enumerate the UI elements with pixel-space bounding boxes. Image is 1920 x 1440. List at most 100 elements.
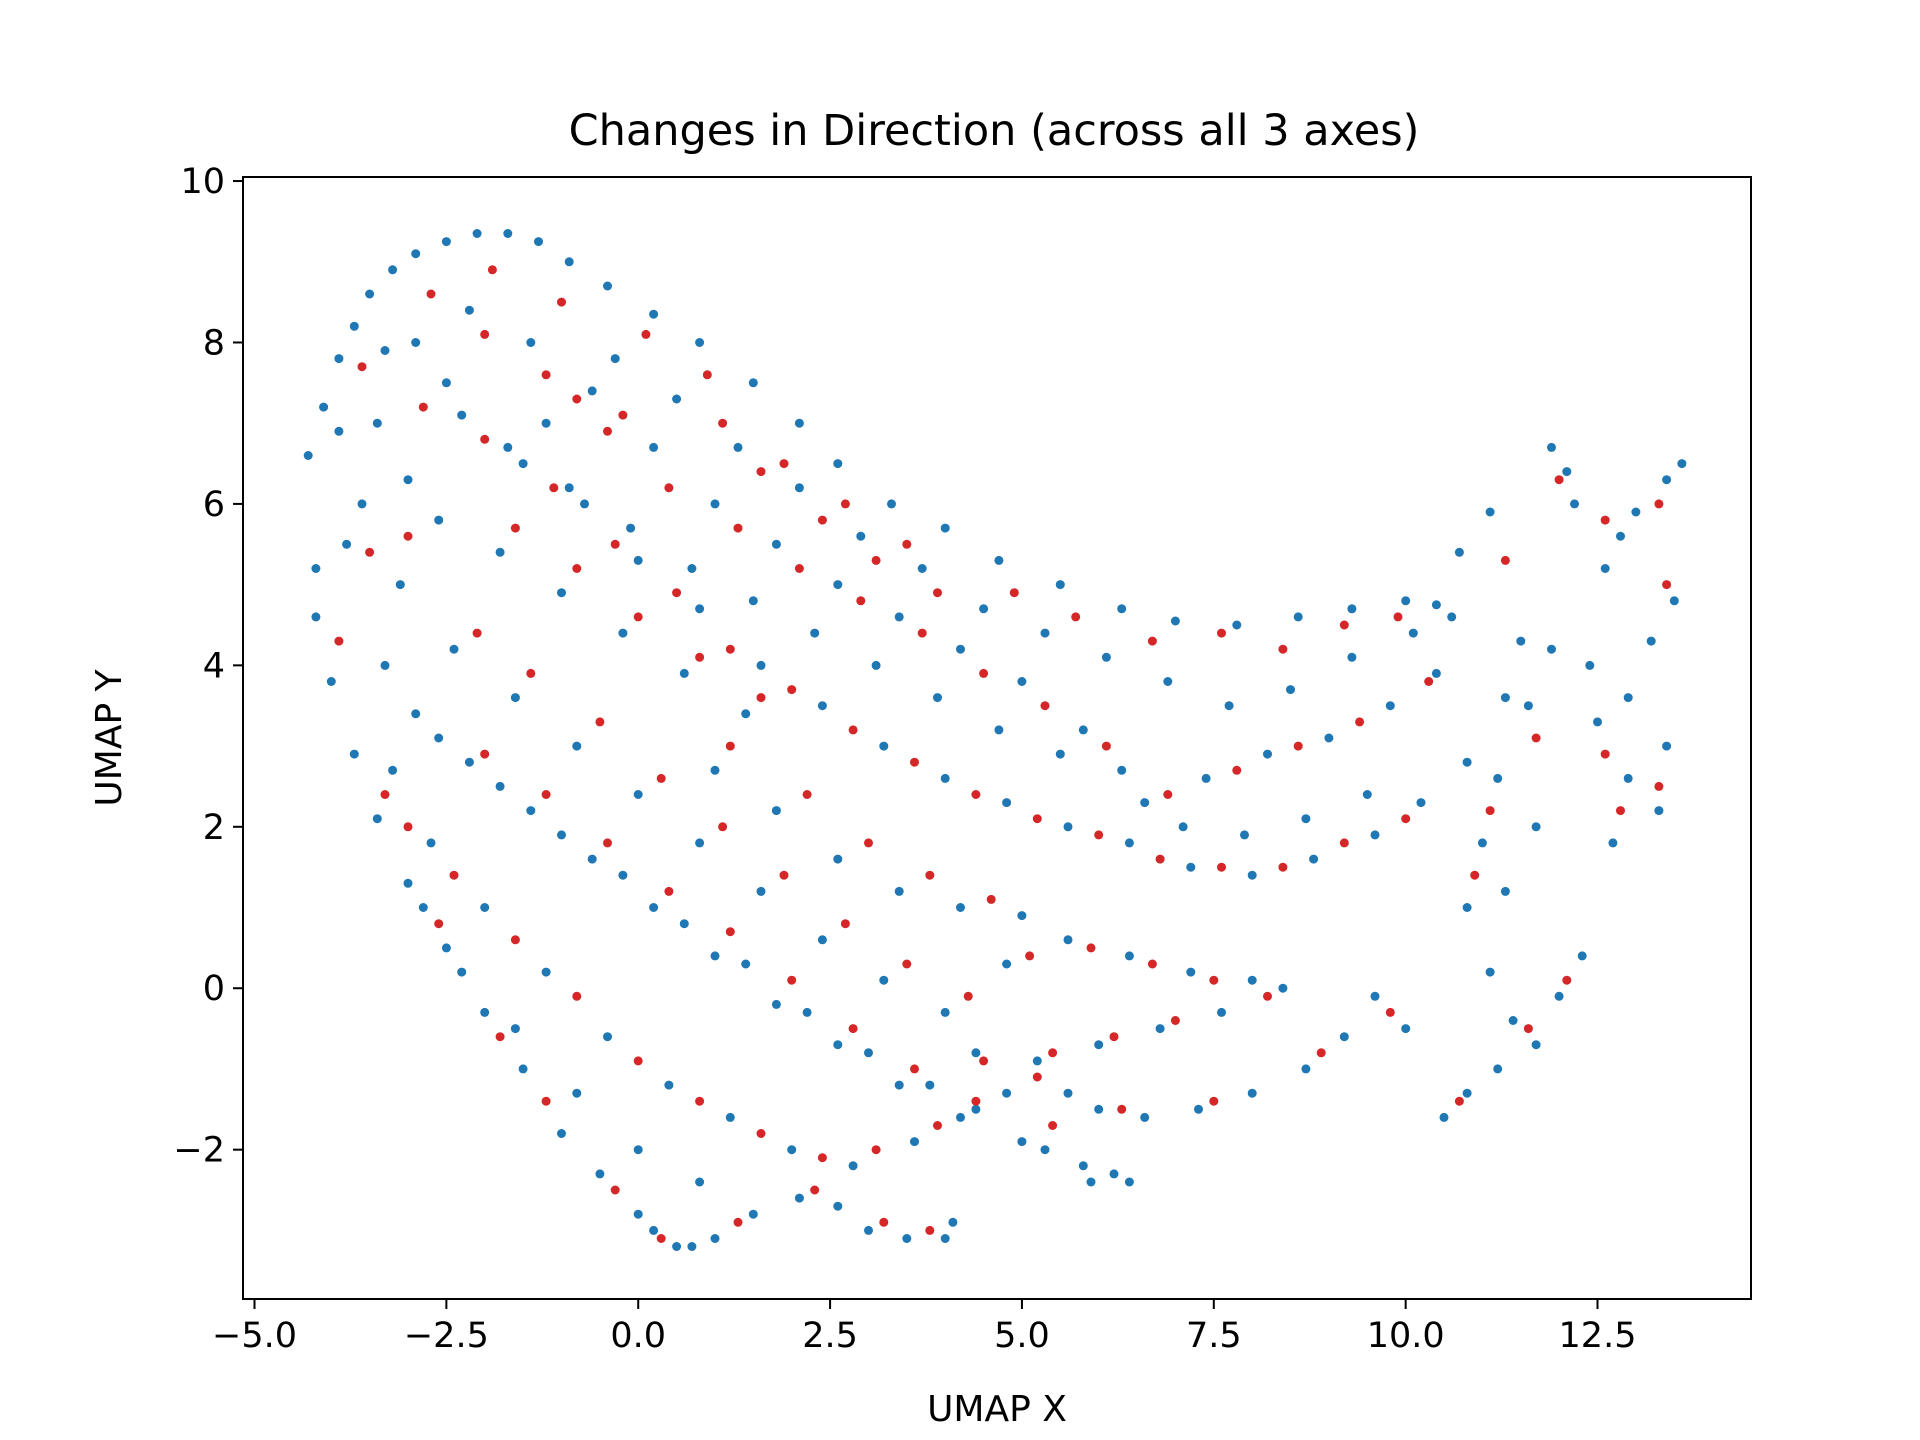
scatter-point [725, 741, 735, 751]
scatter-point [810, 1185, 820, 1195]
scatter-point [902, 959, 912, 969]
scatter-point [1401, 1024, 1411, 1034]
scatter-point [748, 378, 758, 388]
scatter-point [303, 451, 313, 460]
scatter-point [794, 564, 804, 573]
scatter-point [1293, 612, 1303, 622]
scatter-point [587, 854, 597, 864]
scatter-point [1593, 717, 1602, 727]
scatter-point [1385, 1007, 1395, 1017]
scatter-point [994, 555, 1004, 565]
scatter-point [1554, 475, 1564, 485]
scatter-point [787, 975, 797, 985]
scatter-point [526, 806, 536, 816]
scatter-point [480, 1007, 490, 1017]
x-tick-label: 5.0 [994, 1316, 1050, 1356]
scatter-point [334, 354, 344, 364]
scatter-point [695, 338, 705, 347]
scatter-point [810, 628, 820, 638]
scatter-point [1094, 1104, 1104, 1114]
scatter-point [1247, 870, 1257, 880]
scatter-point [1124, 1177, 1134, 1187]
scatter-point [925, 870, 935, 880]
scatter-point [910, 1137, 919, 1147]
scatter-point [725, 644, 735, 654]
scatter-point [1147, 959, 1157, 969]
scatter-point [979, 1056, 989, 1066]
scatter-point [718, 822, 728, 832]
scatter-point [817, 515, 827, 525]
scatter-point [1301, 1064, 1311, 1074]
scatter-point [633, 1209, 643, 1219]
scatter-point [572, 394, 582, 404]
scatter-point [1623, 773, 1633, 783]
scatter-point [603, 1032, 612, 1042]
scatter-point [1654, 499, 1664, 509]
scatter-point [695, 652, 705, 662]
scatter-point [794, 418, 804, 428]
scatter-point [434, 733, 444, 743]
scatter-point [940, 1007, 950, 1017]
scatter-point [510, 1024, 520, 1034]
scatter-point [1048, 1048, 1058, 1058]
scatter-point [687, 1242, 697, 1251]
scatter-point [1217, 862, 1226, 872]
scatter-point [564, 257, 574, 267]
scatter-point [480, 903, 490, 912]
scatter-point [748, 1209, 758, 1219]
scatter-point [802, 790, 812, 799]
scatter-point [1117, 1104, 1127, 1114]
scatter-point [879, 741, 889, 751]
scatter-point [1347, 652, 1357, 662]
scatter-point [403, 822, 413, 832]
scatter-point [557, 588, 566, 598]
scatter-point [1278, 862, 1288, 872]
scatter-point [610, 354, 620, 364]
scatter-point [495, 1032, 505, 1042]
scatter-point [342, 539, 352, 549]
scatter-point [534, 237, 543, 247]
scatter-point [1086, 1177, 1096, 1187]
scatter-point [572, 564, 582, 573]
scatter-point [1431, 668, 1441, 678]
scatter-point [833, 1040, 843, 1050]
scatter-point [940, 1234, 950, 1243]
scatter-point [472, 628, 482, 638]
scatter-point [1370, 991, 1380, 1001]
scatter-point [695, 1177, 705, 1187]
scatter-point [1063, 1088, 1073, 1098]
scatter-point [518, 459, 528, 469]
scatter-point [925, 1080, 935, 1090]
scatter-point [1032, 814, 1042, 824]
scatter-point [480, 749, 490, 759]
scatter-point [441, 237, 451, 247]
scatter-point [1002, 959, 1012, 969]
scatter-point [940, 773, 950, 783]
scatter-point [1140, 1112, 1150, 1122]
scatter-point [434, 515, 444, 525]
scatter-point [910, 757, 919, 767]
scatter-point [441, 943, 451, 953]
scatter-point [1562, 467, 1572, 477]
scatter-point [472, 229, 482, 238]
scatter-point [603, 838, 612, 848]
scatter-point [940, 523, 950, 533]
scatter-point [610, 1185, 620, 1195]
scatter-point [641, 329, 651, 339]
scatter-point [679, 919, 689, 929]
x-tick-label: 10.0 [1367, 1316, 1445, 1356]
scatter-point [894, 612, 904, 622]
scatter-point [572, 741, 582, 751]
scatter-point [1032, 1072, 1042, 1082]
scatter-point [664, 483, 674, 493]
scatter-point [503, 229, 513, 238]
scatter-point [1439, 1112, 1449, 1122]
scatter-point [1163, 677, 1173, 686]
scatter-point [1600, 749, 1610, 759]
scatter-point [411, 249, 421, 259]
scatter-point [495, 547, 505, 557]
scatter-point [1140, 798, 1150, 808]
chart-title: Changes in Direction (across all 3 axes) [569, 106, 1420, 156]
scatter-point [956, 644, 965, 654]
